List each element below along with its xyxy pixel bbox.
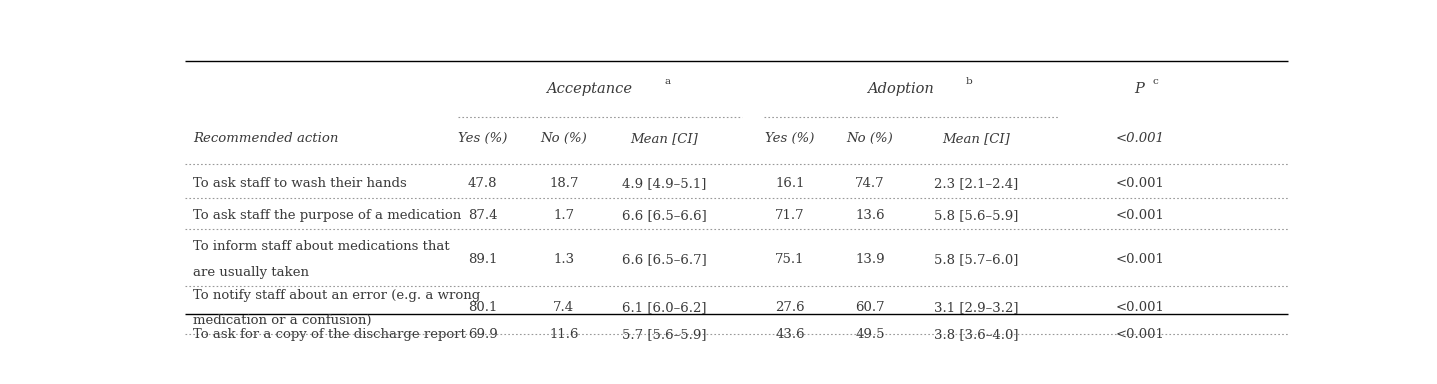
Text: <0.001: <0.001	[1115, 301, 1164, 314]
Text: <0.001: <0.001	[1115, 328, 1164, 341]
Text: 71.7: 71.7	[775, 209, 805, 222]
Text: P: P	[1135, 82, 1144, 96]
Text: medication or a confusion): medication or a confusion)	[193, 314, 372, 327]
Text: 18.7: 18.7	[549, 177, 579, 190]
Text: 4.9 [4.9–5.1]: 4.9 [4.9–5.1]	[622, 177, 706, 190]
Text: c: c	[1152, 78, 1158, 86]
Text: 13.9: 13.9	[855, 253, 885, 266]
Text: a: a	[665, 78, 671, 86]
Text: 6.6 [6.5–6.7]: 6.6 [6.5–6.7]	[622, 253, 707, 266]
Text: 75.1: 75.1	[775, 253, 805, 266]
Text: Mean [CI]: Mean [CI]	[631, 132, 698, 145]
Text: No (%): No (%)	[540, 132, 588, 145]
Text: 43.6: 43.6	[775, 328, 805, 341]
Text: Recommended action: Recommended action	[193, 132, 338, 145]
Text: 87.4: 87.4	[468, 209, 497, 222]
Text: 6.6 [6.5–6.6]: 6.6 [6.5–6.6]	[622, 209, 707, 222]
Text: 5.8 [5.7–6.0]: 5.8 [5.7–6.0]	[934, 253, 1017, 266]
Text: To ask for a copy of the discharge report: To ask for a copy of the discharge repor…	[193, 328, 466, 341]
Text: 6.1 [6.0–6.2]: 6.1 [6.0–6.2]	[622, 301, 707, 314]
Text: 60.7: 60.7	[855, 301, 885, 314]
Text: <0.001: <0.001	[1115, 177, 1164, 190]
Text: Yes (%): Yes (%)	[458, 132, 507, 145]
Text: 47.8: 47.8	[468, 177, 497, 190]
Text: Adoption: Adoption	[868, 82, 934, 96]
Text: To ask staff to wash their hands: To ask staff to wash their hands	[193, 177, 407, 190]
Text: 13.6: 13.6	[855, 209, 885, 222]
Text: 1.3: 1.3	[553, 253, 575, 266]
Text: 3.1 [2.9–3.2]: 3.1 [2.9–3.2]	[934, 301, 1019, 314]
Text: 89.1: 89.1	[468, 253, 497, 266]
Text: 2.3 [2.1–2.4]: 2.3 [2.1–2.4]	[934, 177, 1017, 190]
Text: 27.6: 27.6	[775, 301, 805, 314]
Text: 49.5: 49.5	[855, 328, 885, 341]
Text: Yes (%): Yes (%)	[766, 132, 815, 145]
Text: <0.001: <0.001	[1115, 253, 1164, 266]
Text: 11.6: 11.6	[549, 328, 579, 341]
Text: 74.7: 74.7	[855, 177, 885, 190]
Text: Acceptance: Acceptance	[546, 82, 632, 96]
Text: <0.001: <0.001	[1115, 209, 1164, 222]
Text: b: b	[966, 78, 971, 86]
Text: 7.4: 7.4	[553, 301, 575, 314]
Text: To inform staff about medications that: To inform staff about medications that	[193, 240, 450, 253]
Text: 3.8 [3.6–4.0]: 3.8 [3.6–4.0]	[934, 328, 1019, 341]
Text: No (%): No (%)	[846, 132, 894, 145]
Text: are usually taken: are usually taken	[193, 266, 309, 279]
Text: <0.001: <0.001	[1115, 132, 1164, 145]
Text: 69.9: 69.9	[467, 328, 497, 341]
Text: 16.1: 16.1	[775, 177, 805, 190]
Text: To notify staff about an error (e.g. a wrong: To notify staff about an error (e.g. a w…	[193, 288, 480, 301]
Text: To ask staff the purpose of a medication: To ask staff the purpose of a medication	[193, 209, 461, 222]
Text: Mean [CI]: Mean [CI]	[943, 132, 1010, 145]
Text: 80.1: 80.1	[468, 301, 497, 314]
Text: 5.7 [5.6–5.9]: 5.7 [5.6–5.9]	[622, 328, 707, 341]
Text: 5.8 [5.6–5.9]: 5.8 [5.6–5.9]	[934, 209, 1017, 222]
Text: 1.7: 1.7	[553, 209, 575, 222]
